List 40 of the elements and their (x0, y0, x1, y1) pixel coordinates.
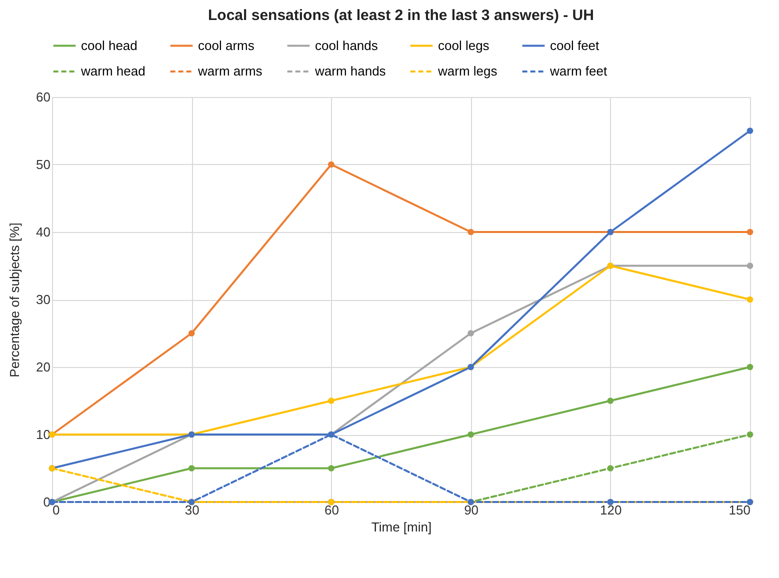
x-tick-label: 150 (728, 502, 750, 518)
point (468, 228, 474, 236)
x-tick-label: 60 (324, 502, 339, 518)
point (746, 262, 754, 269)
point (607, 465, 614, 472)
point (328, 161, 334, 168)
y-tick-label: 60 (36, 90, 50, 104)
x-tick-label: 120 (600, 502, 622, 518)
point (746, 364, 754, 370)
legend-label: warm arms (197, 64, 263, 78)
legend-label: cool legs (438, 38, 490, 53)
legend-label: warm legs (437, 64, 498, 78)
point (607, 398, 614, 404)
x-tick-label: 30 (184, 502, 200, 518)
legend-label: warm head (80, 64, 146, 78)
legend-label: cool head (81, 38, 138, 53)
y-axis-title: Percentage of subjects [%] (7, 222, 22, 378)
legend-label: cool arms (198, 38, 255, 53)
legend-label: warm feet (549, 64, 608, 78)
x-tick-label: 90 (464, 502, 479, 518)
legend-label: cool hands (315, 38, 378, 53)
point (746, 228, 754, 236)
point (188, 330, 195, 336)
point (468, 431, 474, 438)
x-axis-title: Time [min] (371, 520, 432, 534)
point (746, 128, 754, 134)
y-tick-label: 20 (36, 360, 50, 374)
point (746, 431, 754, 438)
y-tick-label: 30 (36, 292, 50, 307)
y-tick-label: 50 (36, 157, 50, 172)
point (328, 398, 334, 404)
point (328, 465, 334, 472)
chart-title: Local sensations (at least 2 in the last 3 answers) - UH (208, 7, 594, 24)
legend-label: cool feet (550, 38, 600, 53)
y-tick-label: 40 (36, 224, 50, 240)
point (468, 330, 474, 336)
point (746, 296, 754, 303)
x-tick-label: 0 (52, 502, 60, 518)
point (188, 465, 195, 472)
legend-label: warm hands (314, 64, 386, 78)
